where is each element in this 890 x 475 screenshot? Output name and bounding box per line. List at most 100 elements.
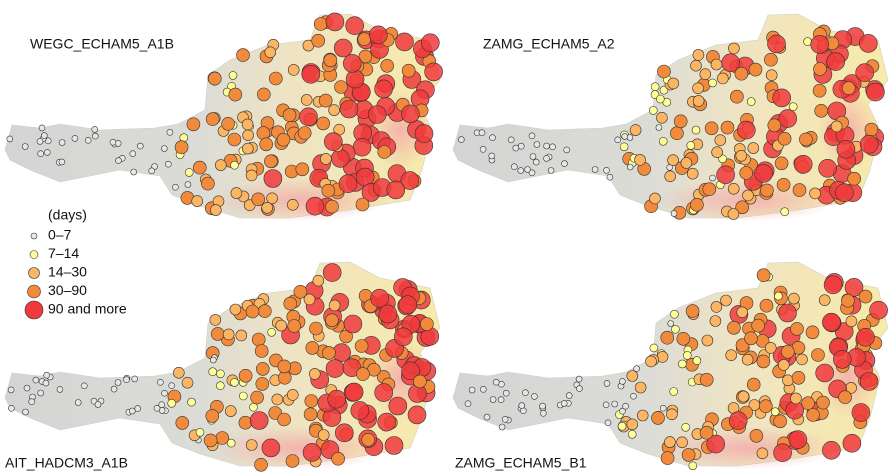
station-marker [209,314,222,326]
station-marker [792,183,807,197]
station-marker [94,401,102,408]
station-marker [361,433,376,447]
station-marker [670,210,678,217]
station-marker [772,88,792,108]
station-marker [528,169,536,177]
station-marker [859,135,879,154]
station-marker [458,136,465,143]
station-marker [297,126,312,140]
station-marker [741,353,754,366]
station-marker [286,389,299,401]
station-marker [497,396,505,403]
station-marker [810,35,830,54]
station-marker [630,392,637,400]
station-marker [184,181,192,188]
station-marker [805,325,820,340]
station-marker [756,447,769,460]
station-marker [649,343,659,353]
station-marker [656,94,665,104]
station-marker [690,198,704,212]
station-marker [339,99,359,119]
station-marker [28,398,36,405]
station-marker [71,135,79,142]
station-marker [305,196,325,216]
station-marker [770,407,780,416]
station-marker [277,412,291,427]
station-marker [773,443,792,462]
legend-symbol [24,300,44,320]
station-marker [701,334,714,347]
station-marker [256,87,271,102]
station-marker [468,386,476,394]
station-marker [686,167,699,180]
station-marker [656,112,668,124]
station-marker [685,304,700,318]
station-marker [210,327,225,341]
station-marker [777,359,790,371]
station-marker [187,397,196,407]
station-marker [626,418,639,431]
station-marker [137,142,144,150]
station-marker [788,292,800,305]
station-marker [333,38,353,58]
station-marker [622,402,629,410]
station-marker [275,319,288,332]
station-marker [664,170,676,183]
station-marker [303,293,316,306]
station-marker [230,378,239,387]
station-marker [283,296,298,311]
station-marker [659,404,667,412]
station-marker [796,353,808,366]
station-marker [325,313,339,328]
map-panel [4,12,443,222]
station-marker [692,49,705,61]
station-marker [560,400,568,407]
station-marker [778,109,798,128]
station-marker [670,126,684,140]
station-marker [488,152,496,160]
station-marker [676,332,691,346]
station-marker [483,413,491,421]
station-marker [235,329,248,342]
station-marker [255,377,270,391]
station-marker [225,405,237,417]
station-marker [302,443,322,462]
station-marker [256,126,271,140]
station-marker [858,289,873,304]
station-marker [249,411,269,430]
station-marker [627,430,637,439]
station-marker [277,359,292,374]
station-marker [331,451,345,466]
station-marker [271,393,284,406]
station-marker [221,117,235,131]
station-marker [531,393,538,400]
station-marker [812,83,827,98]
station-marker [205,409,220,423]
station-marker [228,71,238,80]
station-marker [815,363,835,383]
station-marker [414,124,434,143]
station-marker [528,132,536,140]
station-marker [851,403,871,422]
station-marker [377,145,392,159]
station-marker [228,87,243,102]
station-marker [216,369,225,379]
station-marker [161,389,168,397]
station-marker [424,62,443,82]
legend-label: 30–90 [48,282,87,298]
station-marker [229,303,242,316]
station-marker [58,139,66,146]
station-marker [727,183,740,195]
station-marker [285,454,300,468]
station-marker [84,137,92,144]
station-marker [334,80,348,94]
station-marker [666,408,678,421]
station-marker [603,380,611,387]
station-marker [793,155,813,174]
station-marker [561,160,568,167]
station-marker [728,411,748,430]
station-marker [239,391,248,401]
station-marker [203,433,218,448]
station-marker [681,448,696,462]
station-marker [686,141,696,150]
